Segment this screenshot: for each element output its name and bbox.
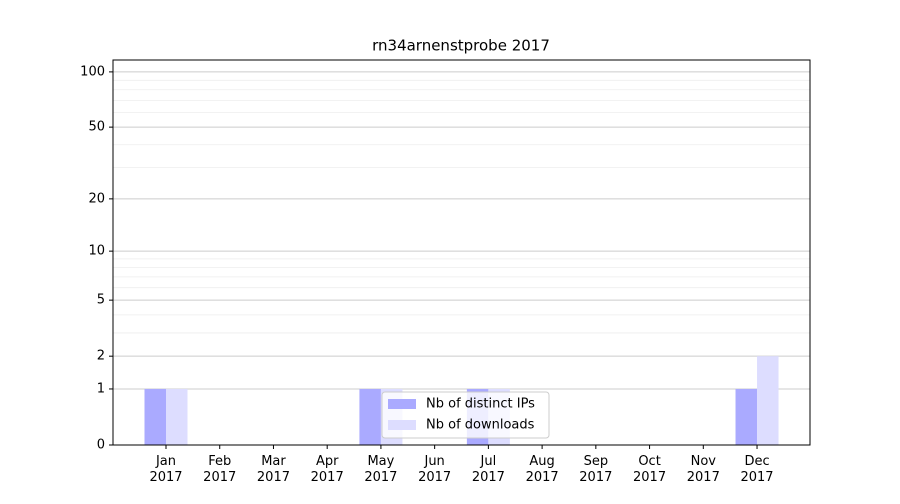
x-tick-label: Sep 2017 (579, 454, 612, 485)
x-tick-label: May 2017 (364, 454, 397, 485)
x-tick-label: Nov 2017 (687, 454, 720, 485)
y-tick-label: 20 (88, 191, 105, 206)
x-tick-label: Oct 2017 (633, 454, 666, 485)
y-tick-label: 1 (97, 381, 105, 396)
chart-title: rn34arnenstprobe 2017 (372, 37, 550, 55)
x-tick-label: Aug 2017 (526, 454, 559, 485)
legend-swatch (388, 399, 416, 409)
bar (144, 388, 166, 445)
x-tick-label: Jan 2017 (149, 454, 182, 485)
x-tick-label: Apr 2017 (311, 454, 344, 485)
legend-label: Nb of distinct IPs (426, 397, 535, 412)
x-tick-label: Jul 2017 (472, 454, 505, 485)
x-tick-label: Jun 2017 (418, 454, 451, 485)
y-tick-label: 50 (88, 120, 105, 135)
bar (735, 388, 758, 445)
x-tick-label: Mar 2017 (257, 454, 290, 485)
y-tick-label: 0 (97, 438, 105, 453)
x-tick-label: Feb 2017 (203, 454, 236, 485)
legend-label: Nb of downloads (426, 418, 535, 433)
bar (359, 388, 381, 445)
y-tick-label: 2 (97, 349, 105, 364)
x-tick-label: Dec 2017 (740, 454, 773, 485)
bar (757, 356, 779, 445)
y-tick-label: 100 (80, 64, 105, 79)
bar (166, 388, 188, 445)
y-tick-label: 5 (97, 293, 105, 308)
legend-box (381, 391, 550, 439)
plot-frame (112, 59, 811, 446)
legend-swatch (388, 420, 416, 430)
y-tick-label: 10 (88, 244, 105, 259)
